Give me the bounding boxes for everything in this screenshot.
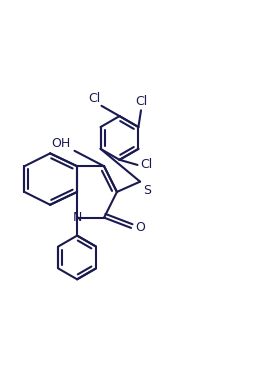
Text: Cl: Cl: [88, 92, 100, 105]
Text: Cl: Cl: [140, 158, 152, 171]
Text: OH: OH: [51, 137, 71, 150]
Text: S: S: [143, 184, 151, 197]
Text: N: N: [72, 211, 82, 224]
Text: O: O: [136, 221, 145, 234]
Text: Cl: Cl: [135, 95, 147, 108]
